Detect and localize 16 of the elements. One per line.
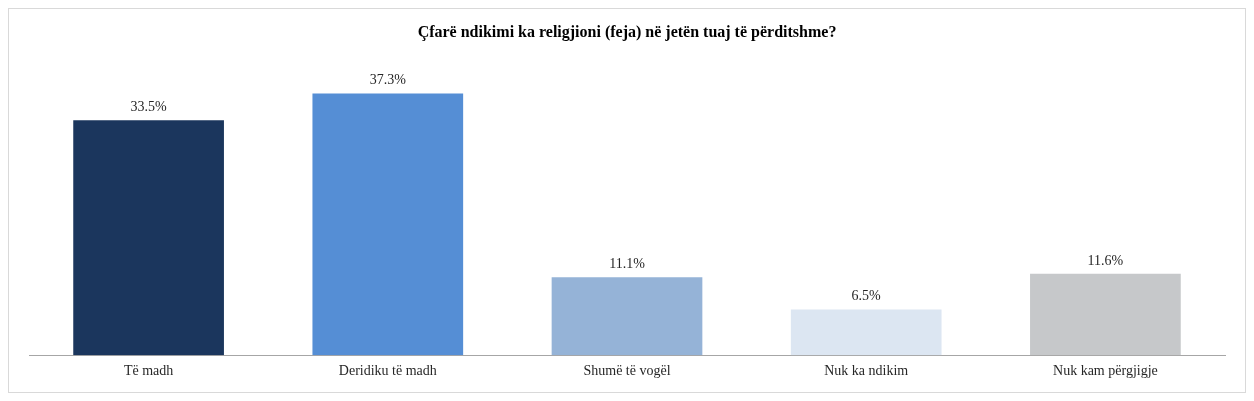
x-tick-label: Deridiku të madh — [338, 363, 437, 379]
bar — [1030, 273, 1181, 356]
x-tick-label: Nuk ka ndikim — [824, 363, 909, 379]
bar — [312, 93, 464, 356]
x-tick-label: Nuk kam përgjigje — [1053, 363, 1158, 379]
bar — [73, 120, 224, 356]
chart-title: Çfarë ndikimi ka religjioni (feja) në jetën tuaj të përditshme? — [417, 22, 837, 41]
bar — [790, 309, 942, 356]
data-label: 37.3% — [369, 72, 407, 88]
bar — [551, 277, 703, 356]
x-tick-label: Shumë të vogël — [583, 363, 671, 379]
data-label: 6.5% — [851, 288, 882, 304]
data-label: 11.6% — [1087, 252, 1124, 268]
data-label: 11.1% — [609, 256, 646, 272]
x-tick-label: Të madh — [123, 363, 174, 379]
data-label: 33.5% — [130, 98, 168, 114]
